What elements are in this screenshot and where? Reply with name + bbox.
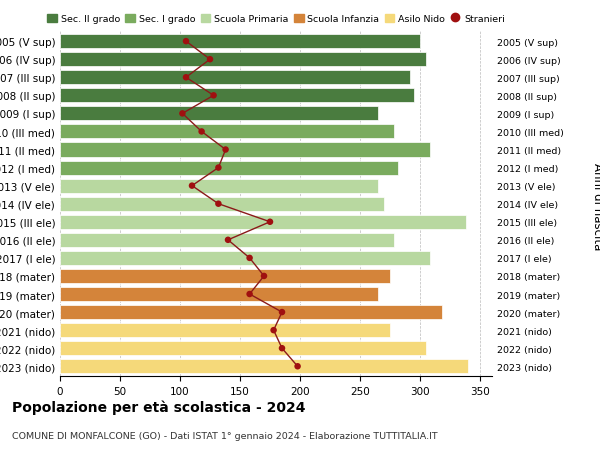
Text: COMUNE DI MONFALCONE (GO) - Dati ISTAT 1° gennaio 2024 - Elaborazione TUTTITALIA: COMUNE DI MONFALCONE (GO) - Dati ISTAT 1… — [12, 431, 437, 441]
Point — [269, 327, 278, 334]
Text: Popolazione per età scolastica - 2024: Popolazione per età scolastica - 2024 — [12, 399, 305, 414]
Text: Anni di nascita: Anni di nascita — [590, 163, 600, 250]
Bar — [60, 305, 442, 319]
Bar — [60, 35, 420, 49]
Bar — [60, 251, 430, 265]
Point — [259, 273, 269, 280]
Bar — [60, 179, 378, 193]
Point — [265, 218, 275, 226]
Point — [277, 309, 287, 316]
Point — [197, 129, 206, 136]
Bar — [60, 341, 426, 355]
Bar — [60, 53, 426, 67]
Point — [214, 164, 223, 172]
Bar — [60, 215, 466, 230]
Bar — [60, 287, 378, 302]
Bar — [60, 359, 468, 374]
Point — [245, 255, 254, 262]
Bar — [60, 233, 394, 247]
Bar — [60, 71, 410, 85]
Point — [293, 363, 302, 370]
Bar — [60, 324, 390, 337]
Point — [178, 111, 187, 118]
Bar — [60, 89, 414, 103]
Point — [223, 237, 233, 244]
Point — [214, 201, 223, 208]
Bar — [60, 161, 398, 175]
Point — [221, 146, 230, 154]
Bar — [60, 197, 384, 211]
Bar — [60, 143, 430, 157]
Point — [181, 39, 191, 46]
Point — [209, 92, 218, 100]
Point — [245, 291, 254, 298]
Bar — [60, 269, 390, 283]
Point — [187, 183, 197, 190]
Legend: Sec. II grado, Sec. I grado, Scuola Primaria, Scuola Infanzia, Asilo Nido, Stran: Sec. II grado, Sec. I grado, Scuola Prim… — [47, 15, 505, 24]
Bar — [60, 125, 394, 139]
Point — [181, 74, 191, 82]
Bar — [60, 107, 378, 121]
Point — [277, 345, 287, 352]
Point — [205, 56, 215, 64]
